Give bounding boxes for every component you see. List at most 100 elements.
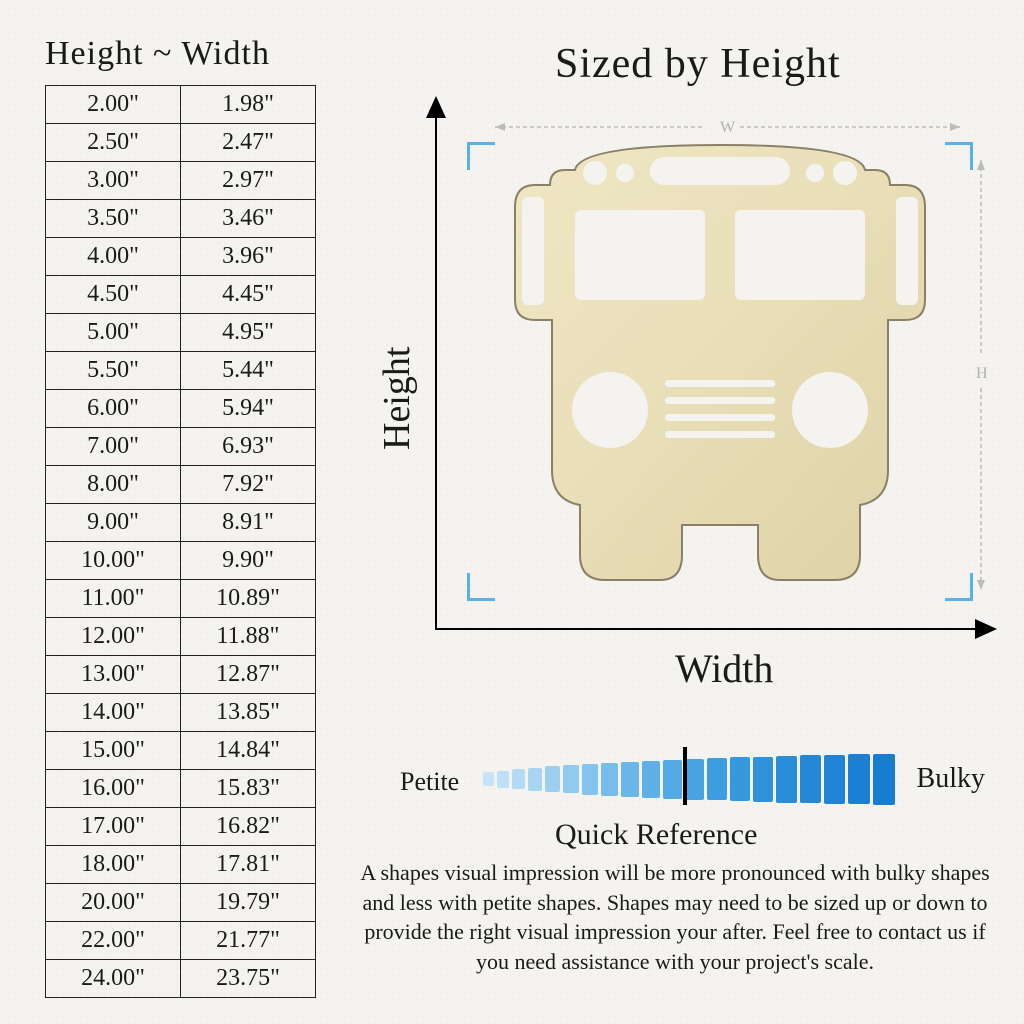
main-title: Sized by Height (555, 40, 841, 88)
table-cell: 23.75" (181, 960, 316, 998)
table-cell: 15.83" (181, 770, 316, 808)
table-cell: 22.00" (46, 922, 181, 960)
w-label: W (720, 119, 736, 136)
scale-bar (582, 764, 598, 795)
table-row: 3.00"2.97" (46, 162, 316, 200)
width-dimension-line: W (495, 118, 975, 136)
table-row: 18.00"17.81" (46, 846, 316, 884)
table-row: 11.00"10.89" (46, 580, 316, 618)
table-row: 5.00"4.95" (46, 314, 316, 352)
table-cell: 4.45" (181, 276, 316, 314)
scale-bar (528, 768, 542, 791)
table-row: 2.00"1.98" (46, 86, 316, 124)
table-row: 9.00"8.91" (46, 504, 316, 542)
table-cell: 15.00" (46, 732, 181, 770)
size-table: 2.00"1.98"2.50"2.47"3.00"2.97"3.50"3.46"… (45, 85, 316, 998)
x-axis-arrow-icon (975, 619, 997, 639)
table-cell: 13.85" (181, 694, 316, 732)
y-axis-line (435, 100, 437, 630)
scale-bar (685, 759, 704, 800)
quick-reference-text: A shapes visual impression will be more … (350, 858, 1000, 977)
scale-bar (497, 771, 509, 788)
table-cell: 3.00" (46, 162, 181, 200)
table-cell: 5.44" (181, 352, 316, 390)
scale-bar (563, 765, 579, 793)
table-cell: 2.00" (46, 86, 181, 124)
table-row: 2.50"2.47" (46, 124, 316, 162)
bulk-scale: Petite Bulky (405, 745, 985, 815)
scale-bar (545, 766, 560, 792)
table-row: 7.00"6.93" (46, 428, 316, 466)
table-cell: 11.88" (181, 618, 316, 656)
table-cell: 6.93" (181, 428, 316, 466)
scale-bar (707, 758, 727, 800)
table-cell: 5.50" (46, 352, 181, 390)
table-cell: 12.00" (46, 618, 181, 656)
table-row: 4.50"4.45" (46, 276, 316, 314)
table-cell: 14.00" (46, 694, 181, 732)
table-cell: 3.46" (181, 200, 316, 238)
table-row: 4.00"3.96" (46, 238, 316, 276)
table-cell: 8.00" (46, 466, 181, 504)
table-row: 13.00"12.87" (46, 656, 316, 694)
table-cell: 24.00" (46, 960, 181, 998)
scale-bar (642, 761, 660, 798)
table-header: Height ~ Width (45, 35, 270, 73)
scale-bar (824, 755, 845, 804)
scale-bars (483, 753, 895, 805)
table-cell: 16.82" (181, 808, 316, 846)
bus-shape-icon (480, 135, 960, 615)
scale-bar (776, 756, 797, 803)
table-row: 15.00"14.84" (46, 732, 316, 770)
table-row: 8.00"7.92" (46, 466, 316, 504)
table-row: 16.00"15.83" (46, 770, 316, 808)
height-axis-label: Height (375, 347, 419, 450)
height-dimension-line: H (972, 160, 990, 590)
table-cell: 4.95" (181, 314, 316, 352)
bulky-label: Bulky (917, 763, 985, 795)
table-cell: 11.00" (46, 580, 181, 618)
table-row: 24.00"23.75" (46, 960, 316, 998)
table-row: 10.00"9.90" (46, 542, 316, 580)
scale-bar (512, 769, 525, 789)
table-cell: 7.00" (46, 428, 181, 466)
table-cell: 5.94" (181, 390, 316, 428)
table-cell: 2.47" (181, 124, 316, 162)
scale-bar (800, 755, 821, 803)
table-cell: 5.00" (46, 314, 181, 352)
table-cell: 14.84" (181, 732, 316, 770)
table-cell: 19.79" (181, 884, 316, 922)
table-cell: 16.00" (46, 770, 181, 808)
h-label: H (976, 365, 988, 382)
scale-bar (663, 760, 682, 799)
scale-marker (683, 747, 687, 805)
table-cell: 10.89" (181, 580, 316, 618)
scale-bar (483, 772, 494, 786)
table-row: 6.00"5.94" (46, 390, 316, 428)
table-cell: 20.00" (46, 884, 181, 922)
quick-reference-title: Quick Reference (555, 818, 757, 852)
table-cell: 10.00" (46, 542, 181, 580)
scale-bar (730, 757, 750, 801)
table-cell: 13.00" (46, 656, 181, 694)
table-row: 17.00"16.82" (46, 808, 316, 846)
table-cell: 1.98" (181, 86, 316, 124)
table-cell: 18.00" (46, 846, 181, 884)
scale-bar (601, 763, 618, 796)
table-cell: 4.00" (46, 238, 181, 276)
table-row: 3.50"3.46" (46, 200, 316, 238)
scale-bar (848, 754, 870, 804)
scale-bar (753, 757, 773, 802)
width-axis-label: Width (675, 645, 773, 692)
y-axis-arrow-icon (426, 96, 446, 118)
scale-bar (873, 754, 895, 805)
scale-bar (621, 762, 639, 797)
table-cell: 21.77" (181, 922, 316, 960)
table-cell: 3.50" (46, 200, 181, 238)
table-row: 5.50"5.44" (46, 352, 316, 390)
table-row: 12.00"11.88" (46, 618, 316, 656)
table-cell: 4.50" (46, 276, 181, 314)
table-cell: 8.91" (181, 504, 316, 542)
table-row: 20.00"19.79" (46, 884, 316, 922)
petite-label: Petite (400, 767, 459, 797)
